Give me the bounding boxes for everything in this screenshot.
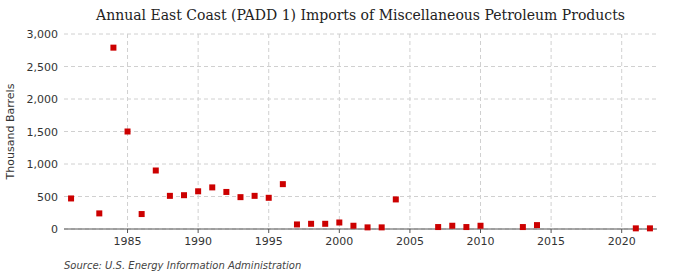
y-grid-line — [64, 34, 657, 35]
point — [110, 45, 116, 51]
point — [237, 194, 243, 200]
point — [209, 184, 215, 190]
x-grid-line — [551, 34, 552, 229]
point — [96, 210, 102, 216]
x-tick — [268, 229, 269, 233]
point — [435, 224, 441, 230]
point — [520, 224, 526, 230]
x-tick-label: 1990 — [184, 235, 212, 248]
point — [195, 188, 201, 194]
y-tick-label: 0 — [51, 223, 58, 236]
x-grid-line — [198, 34, 199, 229]
y-tick-label: 2,500 — [27, 61, 59, 74]
x-tick-label: 1985 — [114, 235, 142, 248]
x-grid-line — [621, 34, 622, 229]
x-tick-label: 2005 — [396, 235, 424, 248]
point — [181, 192, 187, 198]
x-tick — [127, 229, 128, 233]
y-tick-label: 3,000 — [27, 28, 59, 41]
point — [252, 193, 258, 199]
x-tick — [621, 229, 622, 233]
point — [308, 221, 314, 227]
point — [478, 223, 484, 229]
x-axis-line — [64, 229, 657, 230]
point — [153, 168, 159, 174]
point — [647, 225, 653, 231]
point — [534, 222, 540, 228]
y-grid-line — [64, 196, 657, 197]
point — [350, 223, 356, 229]
x-tick-label: 1995 — [255, 235, 283, 248]
x-tick-label: 2000 — [325, 235, 353, 248]
point — [322, 221, 328, 227]
point — [167, 193, 173, 199]
y-axis-label: Thousand Barrels — [4, 83, 17, 180]
point — [266, 195, 272, 201]
chart: 1985 1990 1995 2000 2005 2010 2015 2020 0 500 1,00… — [0, 0, 675, 275]
points — [68, 45, 653, 232]
y-grid-line — [64, 164, 657, 165]
y-tick-label: 1,000 — [27, 158, 59, 171]
point — [139, 211, 145, 217]
point — [68, 195, 74, 201]
y-tick-label: 500 — [37, 191, 58, 204]
y-tick-label: 1,500 — [27, 126, 59, 139]
y-axis: 0 500 1,000 1,500 2,000 2,500 3,000 — [27, 28, 59, 236]
x-tick-label: 2010 — [467, 235, 495, 248]
y-tick-label: 2,000 — [27, 93, 59, 106]
y-grid-line — [64, 99, 657, 100]
x-tick — [551, 229, 552, 233]
x-tick — [339, 229, 340, 233]
y-grid-line — [64, 66, 657, 67]
x-grid-line — [480, 34, 481, 229]
point — [336, 220, 342, 226]
point — [393, 196, 399, 202]
point — [379, 224, 385, 230]
x-tick — [409, 229, 410, 233]
x-grid-line — [409, 34, 410, 229]
y-grid-line — [64, 229, 657, 230]
point — [280, 181, 286, 187]
x-axis: 1985 1990 1995 2000 2005 2010 2015 2020 — [114, 229, 636, 248]
point — [365, 224, 371, 230]
grid — [64, 34, 657, 229]
x-tick-label: 2020 — [608, 235, 636, 248]
point — [125, 129, 131, 135]
point — [294, 221, 300, 227]
source-note: Source: U.S. Energy Information Administ… — [64, 260, 301, 271]
x-tick-label: 2015 — [537, 235, 565, 248]
x-tick — [198, 229, 199, 233]
x-tick — [480, 229, 481, 233]
y-grid-line — [64, 131, 657, 132]
chart-title: Annual East Coast (PADD 1) Imports of Mi… — [95, 7, 625, 23]
point — [449, 223, 455, 229]
point — [633, 225, 639, 231]
point — [223, 189, 229, 195]
x-grid-line — [339, 34, 340, 229]
point — [463, 224, 469, 230]
